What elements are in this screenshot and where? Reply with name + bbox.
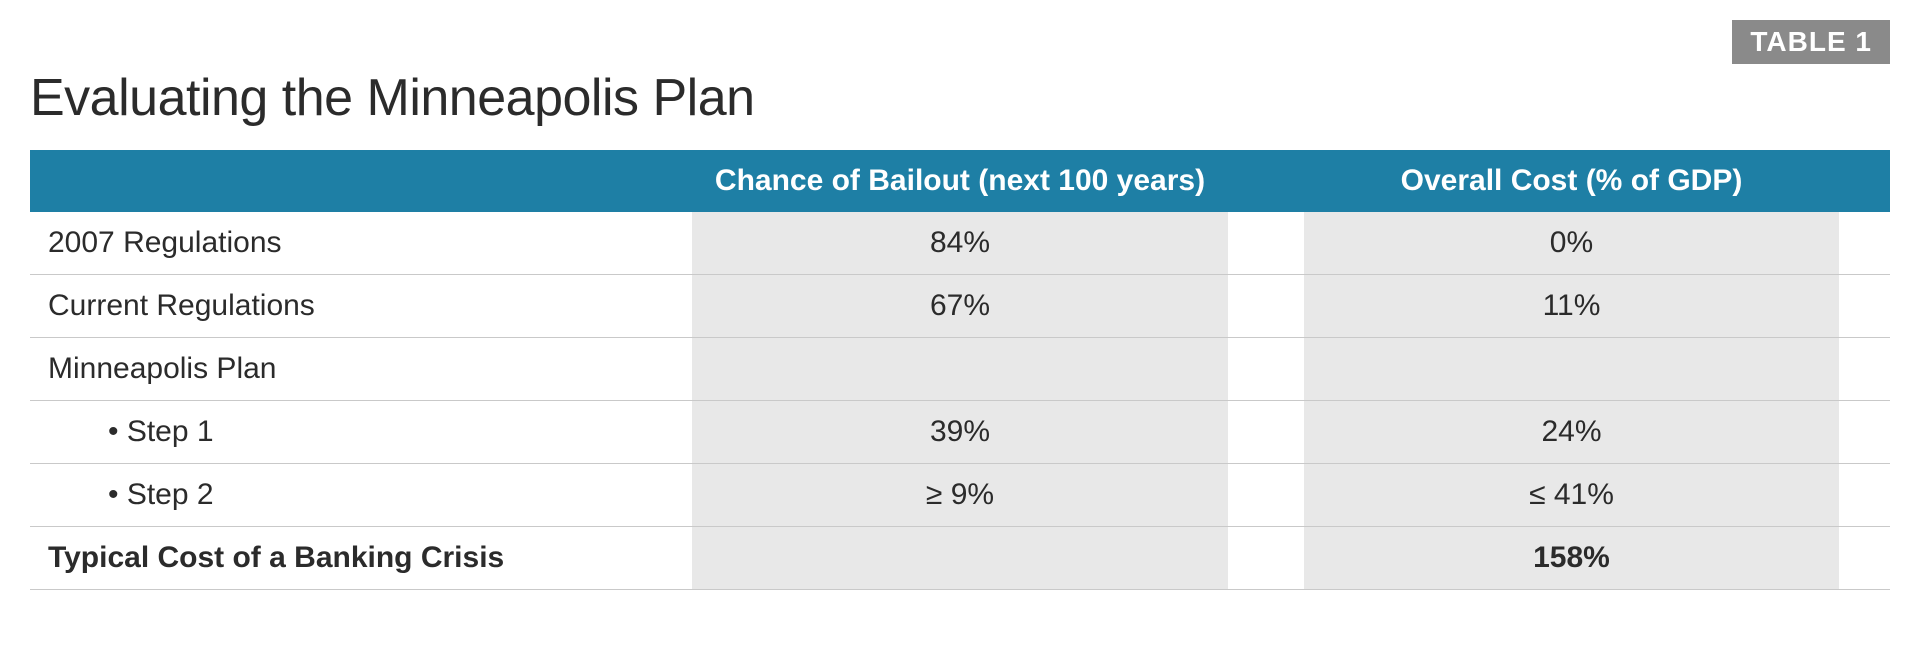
row-bailout: 84% [692,212,1227,275]
row-label: Current Regulations [30,275,692,338]
table-row: 2007 Regulations84% 0% [30,212,1890,275]
row-cost: ≤ 41% [1304,464,1839,527]
column-tail [1839,150,1890,212]
row-label: Typical Cost of a Banking Crisis [30,527,692,590]
row-cost [1304,338,1839,401]
table-title: Evaluating the Minneapolis Plan [30,68,1890,128]
row-label: • Step 2 [30,464,692,527]
row-bailout: 39% [692,401,1227,464]
row-bailout: ≥ 9% [692,464,1227,527]
row-gap [1228,212,1304,275]
row-bailout: 67% [692,275,1227,338]
row-tail [1839,527,1890,590]
row-cost: 158% [1304,527,1839,590]
column-header-label [30,150,692,212]
row-label: 2007 Regulations [30,212,692,275]
row-cost: 24% [1304,401,1839,464]
column-header-bailout: Chance of Bailout (next 100 years) [692,150,1227,212]
row-tail [1839,275,1890,338]
row-cost: 0% [1304,212,1839,275]
row-tail [1839,464,1890,527]
table-row: Current Regulations67% 11% [30,275,1890,338]
row-label: Minneapolis Plan [30,338,692,401]
row-tail [1839,338,1890,401]
table-row: • Step 2≥ 9% ≤ 41% [30,464,1890,527]
table-badge: TABLE 1 [1732,20,1890,64]
row-gap [1228,275,1304,338]
row-gap [1228,464,1304,527]
column-header-cost: Overall Cost (% of GDP) [1304,150,1839,212]
row-label: • Step 1 [30,401,692,464]
row-cost: 11% [1304,275,1839,338]
row-gap [1228,401,1304,464]
row-bailout [692,338,1227,401]
data-table: Chance of Bailout (next 100 years) Overa… [30,150,1890,590]
row-gap [1228,527,1304,590]
row-bailout [692,527,1227,590]
table-row: Minneapolis Plan [30,338,1890,401]
column-gap [1228,150,1304,212]
table-row: Typical Cost of a Banking Crisis 158% [30,527,1890,590]
row-tail [1839,401,1890,464]
table-row: • Step 139% 24% [30,401,1890,464]
row-gap [1228,338,1304,401]
row-tail [1839,212,1890,275]
